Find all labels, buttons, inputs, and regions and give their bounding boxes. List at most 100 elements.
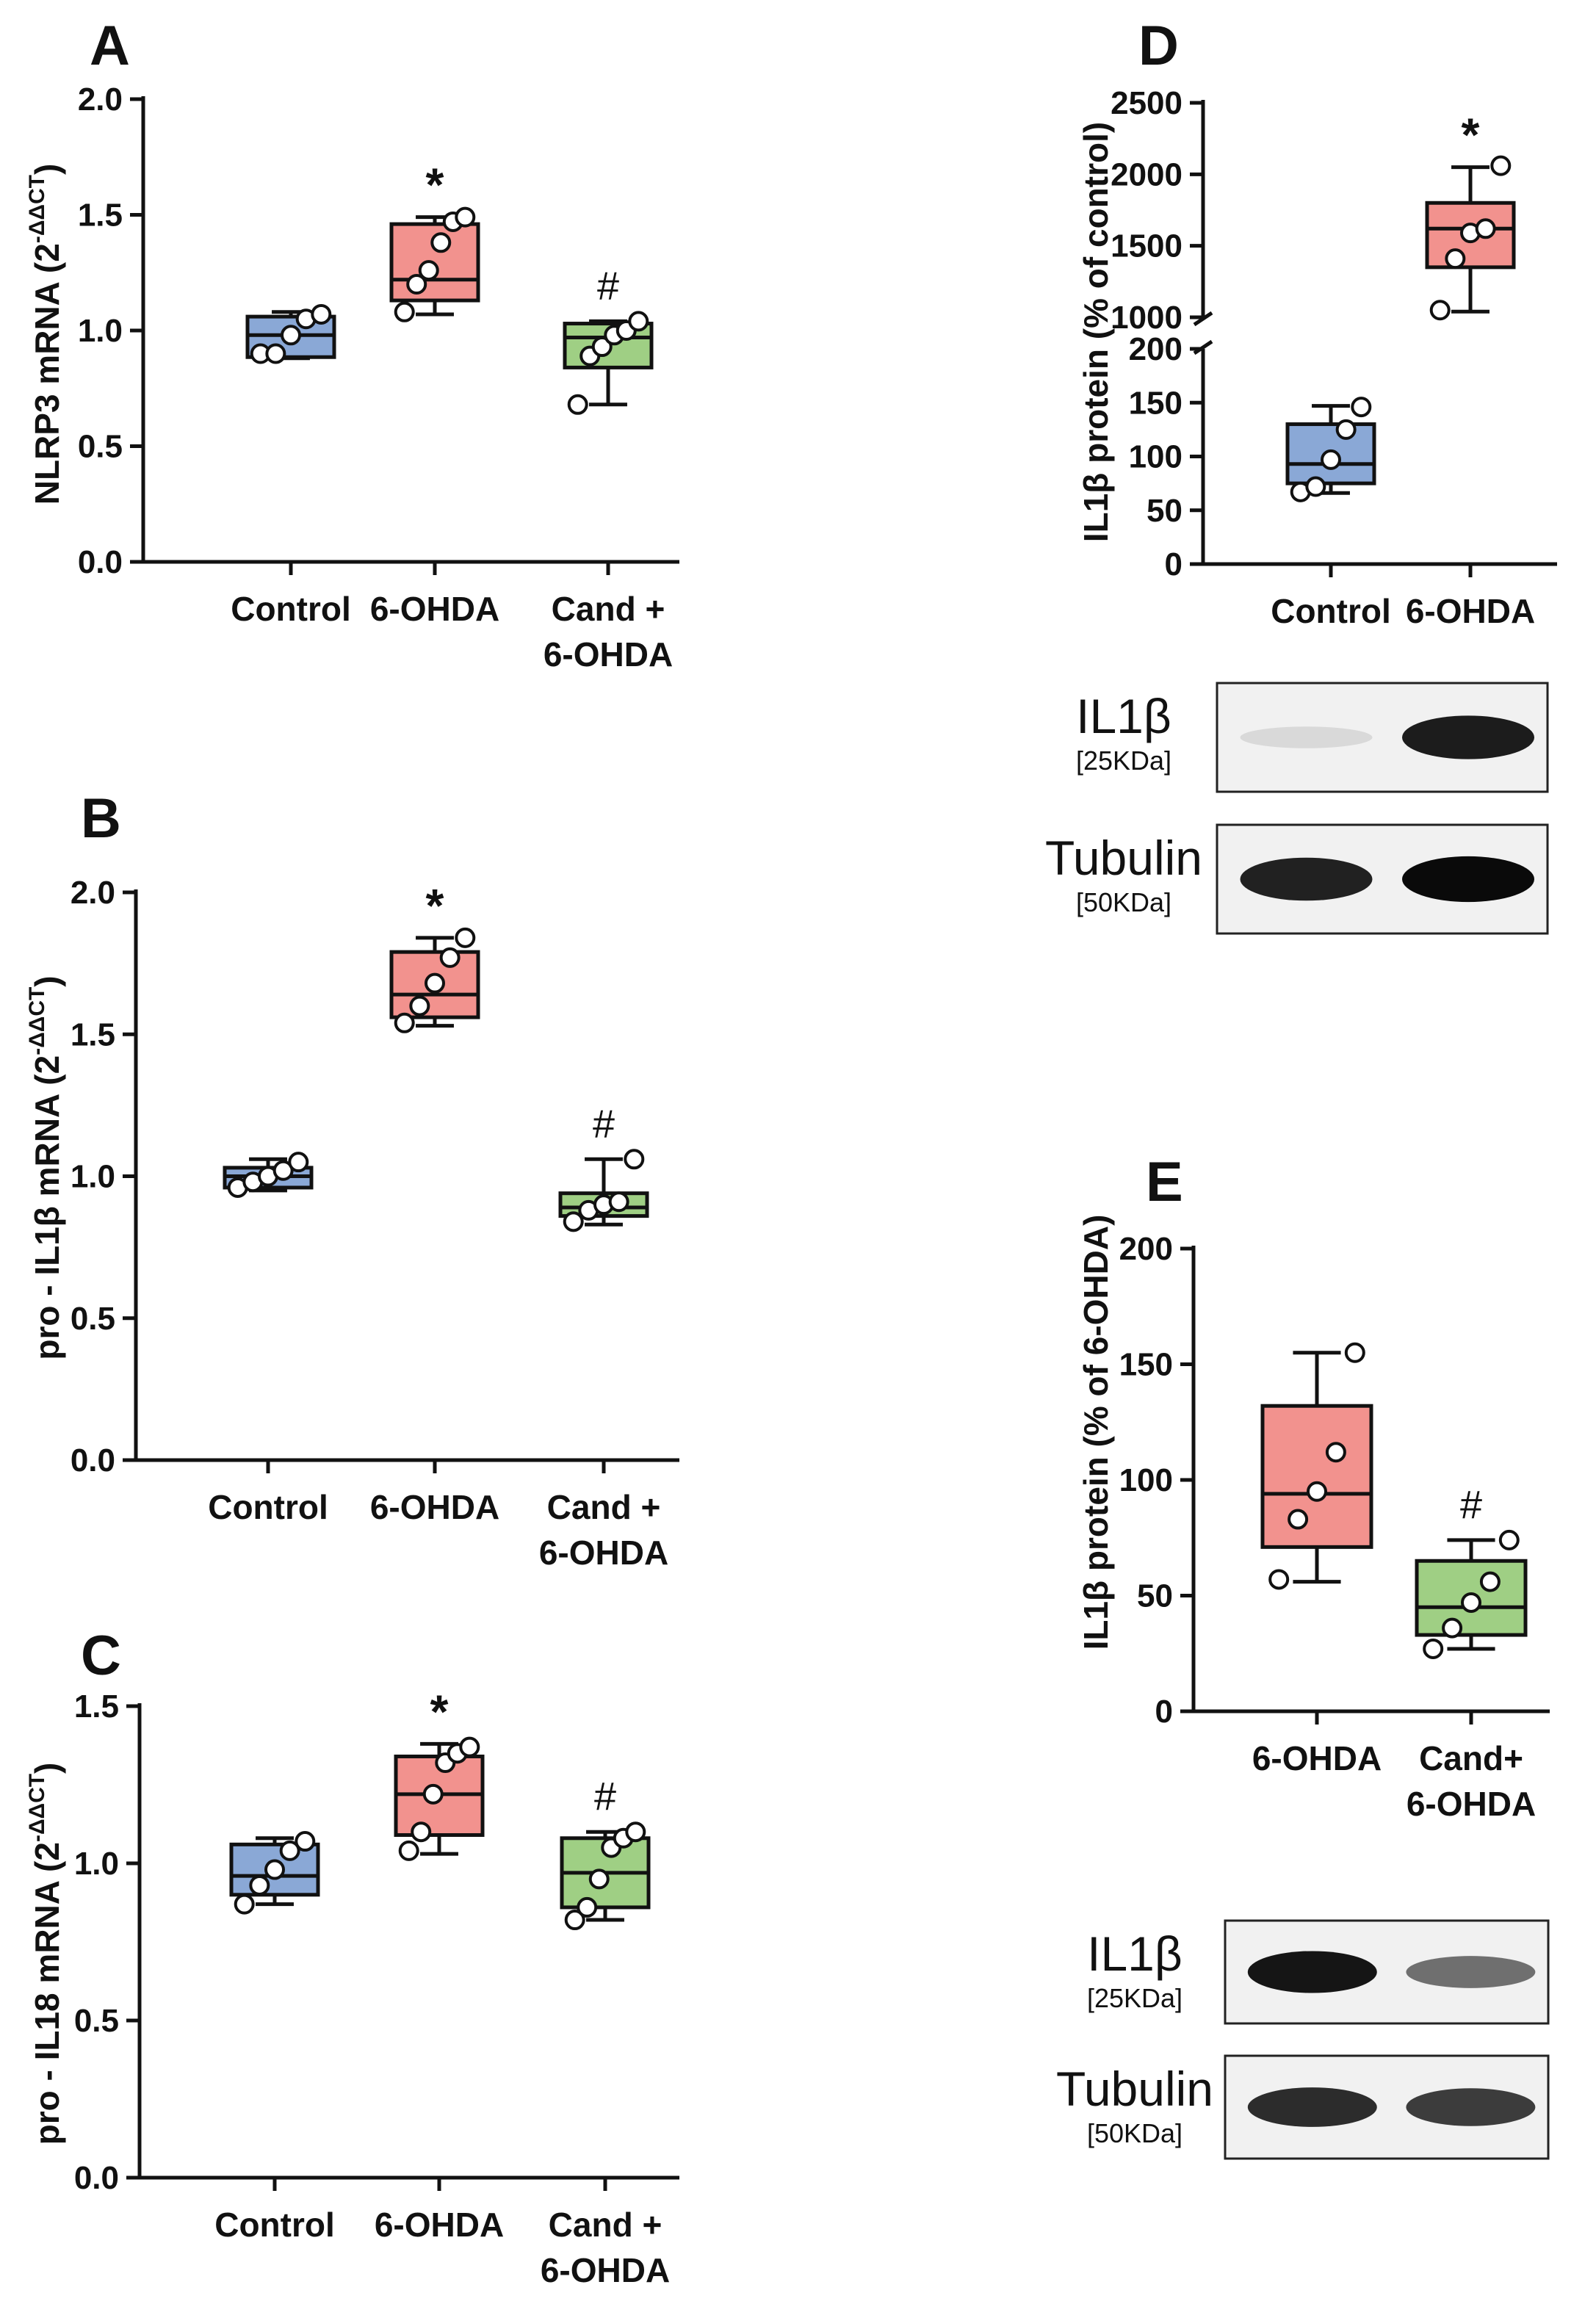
y-tick-label-lower-D-0: 0 <box>1165 546 1182 582</box>
significance-hash: # <box>597 264 619 308</box>
y-tick-label-E-1: 50 <box>1137 1578 1173 1614</box>
data-point-C-0-3 <box>279 1840 300 1861</box>
y-tick-label-A-4: 2.0 <box>78 82 123 118</box>
y-axis-label-B: pro - IL1β mRNA (2-ΔΔCT) <box>25 975 66 1359</box>
panel-letter-D: D <box>1138 15 1179 77</box>
data-point-B-2-4 <box>624 1149 645 1170</box>
blot-kda-label: [25KDa] <box>1076 745 1171 776</box>
box-B-1 <box>389 950 480 1019</box>
data-point-D-1-0 <box>1429 300 1451 321</box>
y-tick-label-upper-D-0: 1000 <box>1111 300 1182 336</box>
blot-band-0 <box>1240 726 1373 748</box>
data-point-B-1-4 <box>455 927 476 948</box>
data-point-C-1-0 <box>398 1840 419 1861</box>
x-category-label-B-2: 6-OHDA <box>539 1534 668 1572</box>
y-axis-label-C: pro - IL18 mRNA (2-ΔΔCT) <box>25 1763 66 2145</box>
data-point-C-2-2 <box>588 1868 610 1890</box>
y-tick-label-E-4: 200 <box>1119 1231 1173 1267</box>
y-tick-label-upper-D-1: 1500 <box>1111 228 1182 264</box>
y-tick-label-E-2: 100 <box>1119 1462 1173 1498</box>
data-point-C-1-2 <box>422 1783 444 1805</box>
x-category-label-D-0: Control <box>1271 592 1391 630</box>
data-point-C-1-5 <box>459 1736 480 1758</box>
panel-letter-C: C <box>81 1625 121 1687</box>
data-point-D-0-2 <box>1321 449 1341 470</box>
y-tick-label-A-1: 0.5 <box>78 429 123 465</box>
data-point-D-0-4 <box>1351 397 1372 418</box>
x-category-label-D-1: 6-OHDA <box>1406 592 1535 630</box>
x-category-label-A-2: Cand + <box>552 590 665 628</box>
blot-band-0 <box>1247 2087 1377 2127</box>
data-point-A-1-2 <box>418 260 439 281</box>
chart-panel-D: 1000 1500 2000 2500 0 50 100 150 200 Control 6-OHD… <box>1111 85 1557 630</box>
data-point-C-0-1 <box>249 1874 270 1896</box>
x-category-label-A-1: 6-OHDA <box>370 590 499 628</box>
data-point-D-1-3 <box>1475 218 1496 239</box>
blot-kda-label: [50KDa] <box>1087 2118 1182 2148</box>
blot-band-0 <box>1247 1951 1377 1993</box>
panel-letter-B: B <box>81 787 121 850</box>
y-tick-label-E-0: 0 <box>1155 1694 1173 1730</box>
data-point-D-1-4 <box>1490 155 1512 176</box>
data-point-A-0-4 <box>311 303 332 325</box>
data-point-A-0-2 <box>281 325 301 346</box>
charts-layer: 0.0 0.5 1.0 1.5 2.0 Control 6-OHDA Cand + 6-OHDA… <box>71 82 1557 2289</box>
chart-panel-B: 0.0 0.5 1.0 1.5 2.0 Control 6-OHDA Cand + 6-OHDA… <box>71 875 679 1572</box>
blot-band-1 <box>1402 856 1534 903</box>
data-point-E-0-0 <box>1268 1569 1290 1590</box>
chart-panel-C: 0.0 0.5 1.0 1.5 Control 6-OHDA Cand + 6-OHDA * # <box>74 1685 679 2289</box>
data-point-B-1-3 <box>439 947 461 968</box>
y-tick-label-lower-D-2: 100 <box>1129 439 1182 475</box>
chart-panel-E: 0 50 100 150 200 6-OHDA Cand+ 6-OHDA # <box>1119 1231 1550 1823</box>
y-tick-label-C-1: 0.5 <box>74 2003 119 2039</box>
blot-protein-label: Tubulin <box>1045 831 1202 885</box>
y-tick-label-lower-D-4: 200 <box>1129 331 1182 367</box>
data-point-C-2-5 <box>625 1821 646 1843</box>
y-tick-label-A-0: 0.0 <box>78 544 123 580</box>
blot-row-D-0: IL1β[25KDa] <box>1076 682 1549 793</box>
y-axis-label-D: IL1β protein (% of control) <box>1077 122 1115 542</box>
data-point-D-0-3 <box>1335 419 1357 440</box>
y-tick-label-A-3: 1.5 <box>78 198 123 234</box>
chart-panel-A: 0.0 0.5 1.0 1.5 2.0 Control 6-OHDA Cand + 6-OHDA… <box>78 82 679 673</box>
data-point-E-1-1 <box>1442 1617 1463 1639</box>
blot-protein-label: IL1β <box>1076 689 1171 743</box>
x-category-label-C-1: 6-OHDA <box>375 2206 504 2244</box>
panel-letter-E: E <box>1146 1151 1183 1213</box>
x-category-label-C-0: Control <box>214 2206 335 2244</box>
x-category-label-A-2: 6-OHDA <box>544 635 673 673</box>
significance-hash: # <box>1460 1483 1482 1527</box>
data-point-A-0-1 <box>265 343 286 364</box>
significance-hash: # <box>593 1102 615 1146</box>
blot-row-D-1: Tubulin[50KDa] <box>1045 823 1549 935</box>
blot-group-E: IL1β[25KDa] Tubulin[50KDa] <box>1056 1919 1550 2160</box>
blot-band-1 <box>1406 2088 1536 2126</box>
y-tick-label-upper-D-2: 2000 <box>1111 156 1182 192</box>
data-point-C-0-4 <box>295 1831 316 1852</box>
data-point-E-0-4 <box>1344 1342 1365 1363</box>
x-category-label-E-1: 6-OHDA <box>1407 1785 1536 1823</box>
x-category-label-B-0: Control <box>208 1488 328 1526</box>
data-point-D-0-1 <box>1305 476 1326 497</box>
data-point-B-1-1 <box>409 995 430 1016</box>
data-point-B-2-3 <box>608 1191 629 1213</box>
western-blots: IL1β[25KDa]Tubulin[50KDa]IL1β[25KDa]Tubu… <box>1045 682 1550 2160</box>
blot-group-D: IL1β[25KDa] Tubulin[50KDa] <box>1045 682 1549 935</box>
x-category-label-B-2: Cand + <box>547 1488 661 1526</box>
data-point-A-2-0 <box>567 394 588 415</box>
y-tick-label-B-3: 1.5 <box>71 1016 115 1052</box>
x-category-label-A-0: Control <box>231 590 351 628</box>
y-tick-label-C-2: 1.0 <box>74 1846 119 1882</box>
x-category-label-C-2: Cand + <box>549 2206 662 2244</box>
data-point-A-1-3 <box>430 232 452 253</box>
y-axis-label-E: IL1β protein (% of 6-OHDA) <box>1077 1215 1115 1650</box>
data-point-B-0-3 <box>272 1160 294 1181</box>
y-tick-label-A-2: 1.0 <box>78 313 123 349</box>
data-point-E-1-4 <box>1498 1529 1520 1550</box>
data-point-A-1-1 <box>406 274 427 295</box>
data-point-E-0-2 <box>1307 1481 1327 1502</box>
y-axis-label-A: NLRP3 mRNA (2-ΔΔCT) <box>25 164 66 505</box>
data-point-C-1-1 <box>411 1821 432 1843</box>
blot-row-E-1: Tubulin[50KDa] <box>1056 2054 1550 2160</box>
